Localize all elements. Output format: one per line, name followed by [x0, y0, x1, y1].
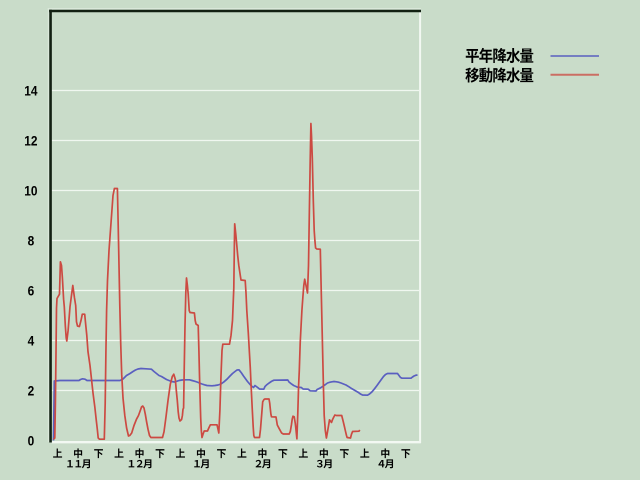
svg-text:2: 2: [28, 383, 35, 399]
svg-text:10: 10: [24, 183, 37, 199]
svg-text:0: 0: [28, 433, 35, 449]
svg-text:14: 14: [24, 83, 38, 99]
svg-text:4: 4: [28, 333, 35, 349]
svg-text:8: 8: [28, 233, 35, 249]
svg-text:12: 12: [24, 133, 37, 149]
svg-text:6: 6: [28, 283, 35, 299]
